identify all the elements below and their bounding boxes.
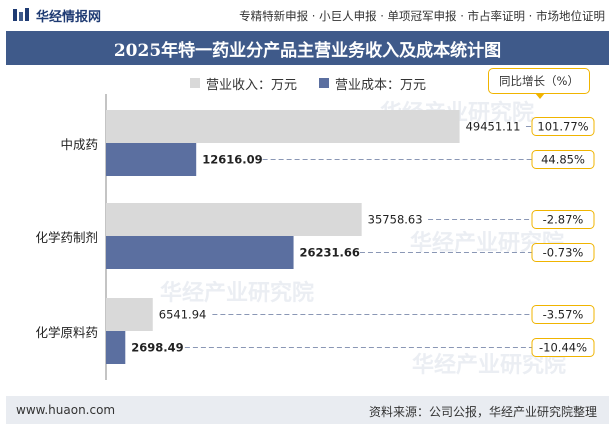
yoy-value: -3.57%: [543, 308, 584, 322]
footer: www.huaon.com 资料来源：公司公报，华经产业研究院整理: [6, 396, 609, 424]
top-links[interactable]: 专精特新申报 · 小巨人申报 · 单项冠军申报 · 市占率证明 · 市场地位证明: [239, 9, 605, 23]
chart-legend: 营业收入：万元 营业成本：万元: [190, 72, 448, 94]
data-label: 6541.94: [159, 308, 207, 322]
yoy-box: [531, 338, 595, 357]
legend-item-cost: 营业成本：万元: [319, 74, 426, 93]
bar-revenue: [106, 203, 362, 236]
legend-item-revenue: 营业收入：万元: [190, 74, 297, 93]
brand-name: 华经情报网: [36, 9, 102, 25]
top-bar: 华经情报网 专精特新申报 · 小巨人申报 · 单项冠军申报 · 市占率证明 · …: [0, 0, 615, 30]
legend-label-revenue: 营业收入：万元: [206, 77, 298, 93]
bar-revenue: [106, 298, 153, 331]
yoy-header: 同比增长（%）: [488, 68, 590, 99]
footer-source: 资料来源：公司公报，华经产业研究院整理: [368, 405, 597, 419]
data-label: 49451.11: [466, 120, 521, 134]
yoy-box: [531, 150, 595, 169]
title-bar: 2025年特一药业分产品主营业务收入及成本统计图: [6, 31, 609, 65]
legend-label-cost: 营业成本：万元: [335, 77, 427, 93]
chart-title: 2025年特一药业分产品主营业务收入及成本统计图: [113, 40, 502, 61]
bar-cost: [106, 331, 126, 364]
yoy-box: [531, 305, 595, 324]
yoy-value: 101.77%: [537, 120, 588, 134]
bar-revenue: [106, 110, 460, 143]
yoy-value: -2.87%: [543, 213, 584, 227]
data-label: 12616.09: [202, 153, 262, 167]
footer-website[interactable]: www.huaon.com: [16, 403, 116, 417]
category-label: 化学药制剂: [35, 230, 98, 245]
watermark-text: 华经产业研究院: [160, 280, 314, 306]
bar-cost: [106, 143, 197, 176]
bar-cost: [106, 236, 294, 269]
yoy-box: [531, 117, 595, 136]
legend-swatch-revenue: [190, 78, 200, 88]
yoy-value: 44.85%: [541, 153, 585, 167]
legend-swatch-cost: [319, 78, 330, 88]
data-label: 2698.49: [131, 341, 183, 355]
yoy-box: [531, 243, 595, 262]
brand[interactable]: 华经情报网: [12, 6, 102, 25]
yoy-value: -0.73%: [543, 246, 584, 260]
data-label: 26231.66: [300, 246, 360, 260]
yoy-box: [531, 210, 595, 229]
brand-logo-icon: [13, 8, 29, 21]
category-label: 中成药: [60, 137, 98, 152]
category-label: 化学原料药: [35, 325, 98, 340]
yoy-value: -10.44%: [539, 341, 587, 355]
data-label: 35758.63: [368, 213, 423, 227]
